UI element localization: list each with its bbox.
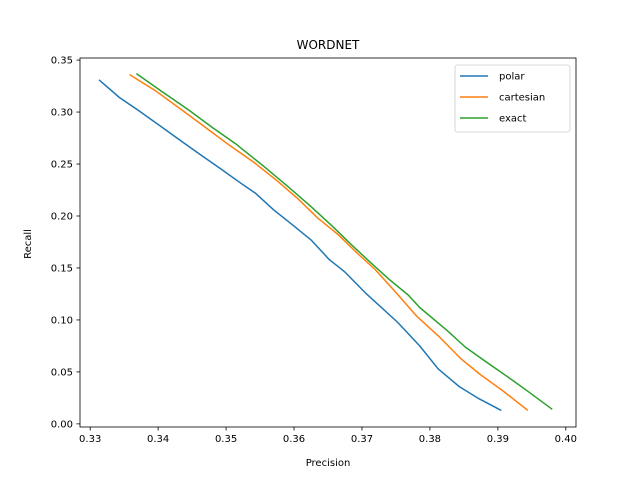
y-tick-label: 0.20 [51,211,73,222]
x-tick-label: 0.34 [147,434,169,445]
legend-label-exact: exact [499,114,527,125]
y-tick-label: 0.25 [51,160,73,171]
x-tick-label: 0.33 [79,434,101,445]
legend-label-polar: polar [499,72,525,83]
plot-area: 0.33 0.34 0.35 0.36 0.37 0.38 0.39 0.40 0.00 0.05… [51,56,577,445]
x-tick-label: 0.39 [487,434,509,445]
y-tick-label: 0.05 [51,367,73,378]
x-tick-label: 0.40 [555,434,577,445]
y-tick-label: 0.30 [51,108,73,119]
series-line-polar [98,79,502,412]
series-line-exact [135,72,553,410]
x-tick-label: 0.37 [351,434,373,445]
y-tick-label: 0.35 [51,56,73,67]
chart-title: WORDNET [297,38,360,52]
y-tick-label: 0.15 [51,263,73,274]
x-tick-label: 0.36 [283,434,305,445]
axes-frame [79,57,577,428]
y-axis-label: Recall [23,229,34,259]
legend-label-cartesian: cartesian [499,93,545,104]
legend-box [454,64,571,133]
x-axis-label: Precision [306,458,351,469]
x-tick-label: 0.35 [215,434,237,445]
y-tick-label: 0.10 [51,315,73,326]
y-tick-label: 0.00 [51,419,73,430]
series-line-cartesian [129,73,529,411]
legend: polar cartesian exact [454,64,571,133]
x-tick-label: 0.38 [419,434,441,445]
